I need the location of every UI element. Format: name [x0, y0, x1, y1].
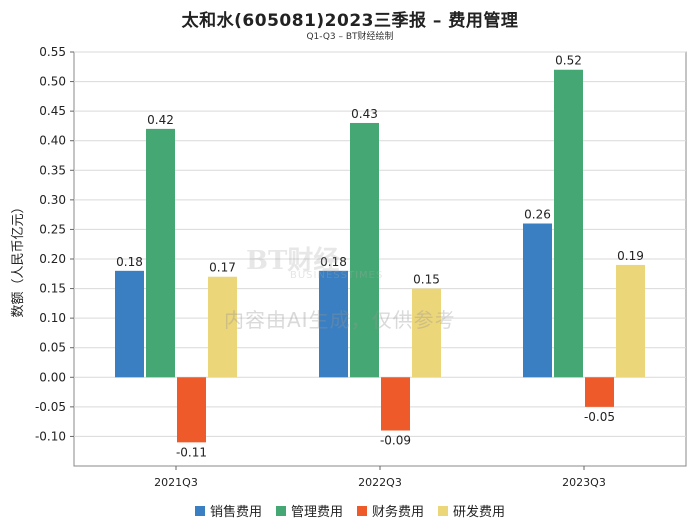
bar-3-2022Q3 [381, 377, 410, 431]
chart-subtitle: Q1-Q3 – BT财经绘制 [306, 32, 394, 42]
watermark-logo-sub: BUSINESSTIMES [290, 270, 384, 281]
data-label: 0.17 [209, 261, 236, 275]
y-tick-label: -0.05 [35, 400, 66, 414]
data-label: 0.19 [617, 249, 644, 263]
legend-label: 研发费用 [453, 505, 506, 520]
legend-swatch [275, 505, 286, 516]
bar-4-2021Q3 [208, 276, 237, 378]
y-axis-label: 数额（人民币亿元） [11, 200, 26, 317]
y-tick-label: 0.35 [39, 163, 66, 177]
y-tick-label: 0.05 [39, 341, 66, 355]
legend-item-1: 销售费用 [194, 501, 262, 520]
legend-label: 销售费用 [209, 505, 262, 520]
y-tick-label: 0.20 [39, 252, 66, 266]
legend-item-3: 财务费用 [357, 501, 424, 520]
chart-title: 太和水(605081)2023三季报 – 费用管理 [181, 11, 519, 31]
x-tick-label: 2021Q3 [154, 476, 198, 489]
legend-swatch [194, 505, 205, 516]
y-tick-label: 0.45 [39, 104, 66, 118]
bar-1-2022Q3 [319, 270, 348, 378]
bar-2-2023Q3 [554, 69, 583, 378]
bar-3-2023Q3 [585, 377, 614, 407]
bar-4-2022Q3 [412, 288, 441, 378]
bar-2-2022Q3 [350, 122, 379, 378]
chart-legend: 销售费用 管理费用 财务费用 研发费用 [0, 501, 700, 520]
data-label: 0.42 [147, 113, 174, 127]
data-label: 0.15 [413, 273, 440, 287]
legend-label: 财务费用 [372, 505, 425, 520]
y-tick-label: -0.10 [35, 429, 66, 443]
x-tick-label: 2023Q3 [562, 476, 606, 489]
bar-1-2023Q3 [523, 223, 552, 378]
watermark-text: 内容由AI生成，仅供参考 [224, 308, 456, 332]
y-tick-label: 0.25 [39, 222, 66, 236]
legend-label: 管理费用 [290, 505, 343, 520]
bar-3-2021Q3 [177, 377, 206, 443]
legend-item-2: 管理费用 [275, 501, 343, 520]
data-label: -0.11 [176, 445, 207, 459]
data-label: 0.52 [555, 54, 582, 68]
bar-4-2023Q3 [616, 264, 645, 378]
watermark-logo: BT财经 [246, 246, 340, 276]
y-tick-label: 0.50 [39, 75, 66, 89]
bar-2-2021Q3 [146, 128, 175, 378]
legend-swatch [357, 505, 367, 516]
y-tick-label: 0.55 [39, 45, 66, 59]
data-label: -0.09 [380, 434, 411, 448]
y-tick-label: 0.00 [39, 370, 66, 384]
data-label: -0.05 [584, 410, 615, 424]
y-tick-label: 0.10 [39, 311, 66, 325]
legend-swatch [438, 505, 449, 516]
data-label: 0.26 [524, 208, 551, 222]
x-tick-label: 2022Q3 [358, 476, 402, 489]
data-label: 0.43 [351, 107, 378, 121]
y-tick-label: 0.15 [39, 282, 66, 296]
y-tick-label: 0.40 [39, 134, 66, 148]
legend-item-4: 研发费用 [438, 501, 505, 520]
data-label: 0.18 [320, 255, 347, 269]
data-label: 0.18 [116, 255, 143, 269]
y-tick-label: 0.30 [39, 193, 66, 207]
bar-1-2021Q3 [115, 270, 144, 378]
